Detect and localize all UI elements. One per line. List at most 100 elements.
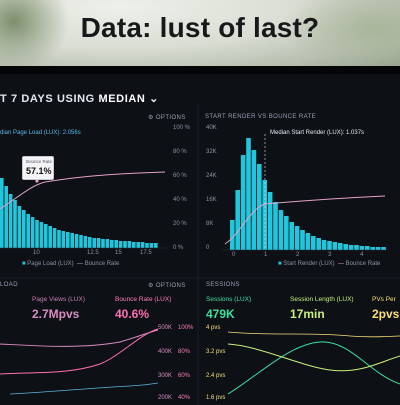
left-bounce-line bbox=[0, 171, 166, 210]
right-histogram-bar bbox=[240, 155, 246, 250]
right-xtick-4: 4 bbox=[360, 252, 364, 258]
legend-line-icon: — bbox=[338, 261, 344, 267]
legend-line-icon: — bbox=[77, 261, 84, 267]
options-label-left[interactable]: OPTIONS bbox=[155, 115, 186, 121]
right-legend-top: Median Start Render (LUX): 1.037s bbox=[270, 130, 365, 136]
right-ytick-1: 32K bbox=[206, 149, 217, 155]
right-histogram-bar bbox=[354, 245, 359, 250]
left-histogram-bar bbox=[110, 240, 114, 248]
right-histogram bbox=[230, 138, 386, 250]
left-histogram-bar bbox=[96, 238, 101, 248]
bottom-right-lime-line bbox=[227, 343, 400, 372]
left-histogram-bar bbox=[79, 235, 83, 248]
right-bounce-line bbox=[224, 195, 386, 245]
legend-square-icon: ■ bbox=[22, 261, 26, 267]
right-histogram-bar bbox=[343, 244, 348, 250]
left-histogram-bar bbox=[52, 228, 57, 248]
right-histogram-bar bbox=[246, 138, 251, 250]
pvs-ytick-1: 3.2 pvs bbox=[206, 349, 226, 355]
tooltip-marker bbox=[35, 179, 39, 183]
left-histogram-bar bbox=[70, 233, 74, 248]
pct-ytick-2: 60% bbox=[178, 373, 191, 379]
right-xtick-2: 2 bbox=[296, 252, 300, 258]
right-xtick-1: 1 bbox=[264, 252, 268, 258]
left-histogram-bar bbox=[30, 217, 35, 248]
pvs-value: 2pvs bbox=[372, 307, 400, 321]
bottom-left-cyan-line bbox=[9, 382, 159, 395]
legend-bounce-rate: Bounce Rate bbox=[84, 261, 120, 267]
pvs-ytick-2: 2.4 pvs bbox=[206, 373, 226, 379]
right-histogram-bar bbox=[375, 247, 381, 250]
page-views-label: Page Views (LUX) bbox=[32, 296, 85, 303]
right-chart-title: START RENDER VS BOUNCE RATE bbox=[205, 114, 317, 120]
background-photo-top bbox=[0, 0, 400, 72]
left-histogram-bar bbox=[154, 243, 158, 248]
left-histogram-bar bbox=[88, 237, 92, 248]
pvs-ytick-3: 1.6 pvs bbox=[206, 395, 226, 401]
bounce-rate-value: 40.6% bbox=[115, 307, 150, 321]
right-histogram-bar bbox=[348, 245, 354, 250]
left-histogram-bar bbox=[35, 220, 39, 248]
left-xtick-1: 12.5 bbox=[87, 250, 99, 256]
left-histogram-bar bbox=[105, 239, 110, 248]
left-ytick-5: 0 % bbox=[173, 245, 184, 251]
right-histogram-bar bbox=[316, 238, 321, 250]
dashboard-screen: T 7 DAYS USING MEDIAN ⌄ ⚙ OPTIONS dian P… bbox=[0, 74, 400, 405]
left-ytick-4: 20 % bbox=[173, 221, 187, 227]
dashboard-graphics bbox=[0, 104, 400, 405]
left-histogram-bar bbox=[83, 236, 88, 248]
left-histogram-bar bbox=[118, 241, 123, 248]
foliage-blur-left bbox=[0, 0, 70, 72]
pvs-label: PVs Per bbox=[372, 296, 396, 303]
right-histogram-bar bbox=[289, 222, 294, 250]
options-gear-left[interactable]: ⚙ OPTIONS bbox=[148, 115, 186, 121]
dashboard-title-highlight[interactable]: MEDIAN bbox=[98, 93, 146, 105]
options-gear-bottom[interactable]: ⚙ OPTIONS bbox=[148, 283, 186, 289]
right-histogram-bar bbox=[327, 241, 332, 250]
right-histogram-bar bbox=[235, 190, 240, 250]
left-histogram-bar bbox=[26, 214, 30, 248]
left-histogram-bar bbox=[74, 234, 79, 248]
dashboard-title-prefix: T 7 DAYS USING bbox=[0, 93, 95, 105]
headline: Data: lust of last? bbox=[80, 12, 320, 43]
left-histogram-bar bbox=[149, 243, 154, 248]
left-xtick-2: 15 bbox=[115, 250, 122, 256]
left-histogram-bar bbox=[101, 239, 105, 248]
page-views-value: 2.7Mpvs bbox=[32, 307, 80, 321]
legend-page-load: Page Load (LUX) bbox=[27, 261, 74, 267]
left-histogram-bar bbox=[57, 230, 61, 248]
left-legend-bottom: ■ Page Load (LUX) — Bounce Rate bbox=[22, 261, 119, 267]
right-histogram-bar bbox=[311, 236, 316, 250]
right-ytick-3: 16K bbox=[206, 197, 217, 203]
legend-bounce-rate-right: Bounce Rate bbox=[345, 261, 381, 267]
right-histogram-bar bbox=[251, 150, 257, 250]
bottom-left-pink-line bbox=[0, 329, 159, 347]
mid-ytick-2: 300K bbox=[158, 373, 173, 379]
right-histogram-bar bbox=[230, 220, 235, 250]
chevron-down-icon[interactable]: ⌄ bbox=[149, 93, 159, 105]
left-histogram-bar bbox=[127, 241, 132, 248]
bounce-rate-tooltip: Bounce Rate 57.1% bbox=[22, 156, 54, 180]
tooltip-value: 57.1% bbox=[26, 166, 52, 176]
right-histogram-bar bbox=[294, 226, 300, 250]
pct-ytick-3: 40% bbox=[178, 395, 191, 401]
options-label-bottom[interactable]: OPTIONS bbox=[155, 283, 186, 289]
foliage-blur-right bbox=[280, 0, 400, 72]
left-histogram bbox=[0, 178, 158, 248]
left-histogram-bar bbox=[123, 241, 127, 248]
left-histogram-bar bbox=[145, 243, 149, 248]
left-histogram-bar bbox=[132, 242, 136, 248]
bottom-right-section: SESSIONS bbox=[206, 282, 240, 288]
pct-ytick-1: 80% bbox=[178, 349, 191, 355]
bottom-left-magenta-line bbox=[0, 328, 159, 375]
left-xtick-0: 10 bbox=[33, 250, 40, 256]
right-xtick-3: 3 bbox=[328, 252, 332, 258]
left-histogram-bar bbox=[61, 231, 66, 248]
right-histogram-bar bbox=[338, 243, 343, 250]
pct-ytick-0: 100% bbox=[178, 325, 194, 331]
left-xtick-3: 17.5 bbox=[140, 250, 152, 256]
left-histogram-bar bbox=[22, 210, 26, 248]
mid-ytick-1: 400K bbox=[158, 349, 173, 355]
left-histogram-bar bbox=[140, 242, 145, 248]
left-legend-top: dian Page Load (LUX): 2.056s bbox=[0, 130, 81, 136]
